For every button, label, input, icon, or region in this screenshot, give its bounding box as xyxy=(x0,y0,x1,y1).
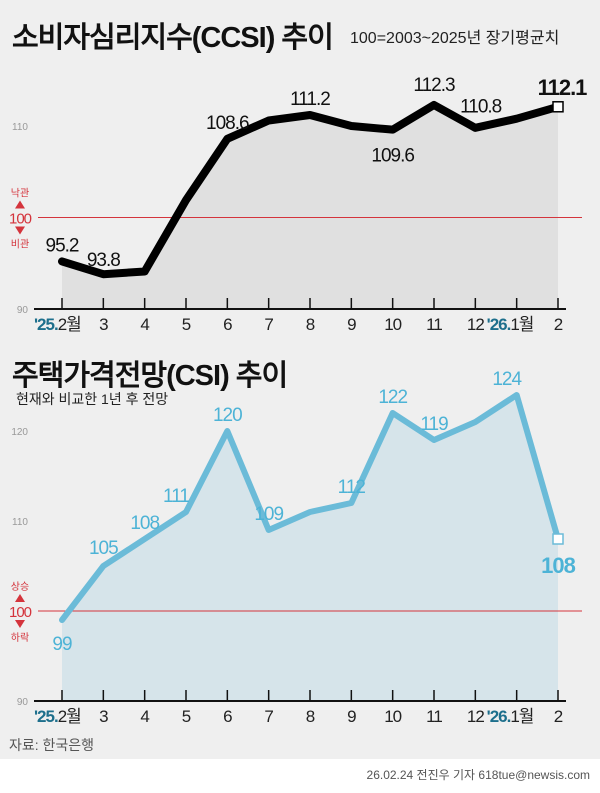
y-tick-label: 110 xyxy=(12,122,28,133)
chart2-subtitle: 현재와 비교한 1년 후 전망 xyxy=(16,391,169,407)
x-tick-label: 6 xyxy=(223,315,232,334)
x-tick-label: '25.2월 xyxy=(34,707,81,726)
year-marker: '25. xyxy=(34,707,58,726)
data-label: 110.8 xyxy=(460,97,502,118)
x-tick-label: 2 xyxy=(554,707,563,726)
y-tick-label: 90 xyxy=(17,697,29,708)
reference-above-label: 상승 xyxy=(11,581,29,593)
chart1-title: 소비자심리지수(CCSI) 추이 xyxy=(12,22,334,54)
x-tick-label: '26.1월 xyxy=(487,707,534,726)
x-tick-label: 9 xyxy=(347,707,356,726)
x-tick-label: 7 xyxy=(264,315,273,334)
month-label: 2월 xyxy=(58,707,81,726)
triangle-down-icon xyxy=(15,620,25,628)
x-tick-label: 3 xyxy=(99,707,108,726)
data-label: 105 xyxy=(89,538,118,559)
x-tick-label: 4 xyxy=(140,315,149,334)
x-tick-label: 12 xyxy=(467,707,484,726)
data-label: 124 xyxy=(492,369,522,390)
data-label: 109 xyxy=(254,504,283,525)
data-label: 109.6 xyxy=(371,146,414,167)
source-note: 자료: 한국은행 xyxy=(9,737,95,753)
credit-line: 26.02.24 전진우 기자 618tue@newsis.com xyxy=(366,768,590,782)
x-tick-label: 9 xyxy=(347,315,356,334)
data-label: 122 xyxy=(378,387,407,408)
data-label: 108.6 xyxy=(206,113,249,134)
triangle-up-icon xyxy=(15,200,25,209)
reference-below-label: 비관 xyxy=(11,239,29,251)
x-tick-label: 3 xyxy=(99,315,108,334)
data-label: 111.2 xyxy=(290,89,330,110)
chart1-line xyxy=(58,100,562,279)
month-label: 1월 xyxy=(510,707,533,726)
x-tick-label: '26.1월 xyxy=(487,315,534,334)
data-label: 111 xyxy=(163,486,189,507)
month-label: 1월 xyxy=(510,315,533,334)
reference-above-label: 낙관 xyxy=(11,188,29,200)
reference-below-label: 하락 xyxy=(11,631,29,644)
data-label: 93.8 xyxy=(87,250,120,271)
x-tick-label: 5 xyxy=(182,315,191,334)
x-tick-label: 6 xyxy=(223,707,232,726)
data-label: 95.2 xyxy=(46,235,79,256)
x-tick-label: 11 xyxy=(426,707,442,726)
triangle-up-icon xyxy=(15,594,25,602)
last-point-marker xyxy=(552,533,564,545)
last-point-marker xyxy=(552,101,564,113)
y-tick-label: 120 xyxy=(11,427,28,438)
chart2-title: 주택가격전망(CSI) 추이 xyxy=(12,360,288,392)
x-tick-label: 8 xyxy=(306,315,315,334)
x-tick-label: 11 xyxy=(426,315,442,334)
reference-value: 100 xyxy=(9,211,32,228)
data-label: 108 xyxy=(541,553,575,578)
chart1-subtitle: 100=2003~2025년 장기평균치 xyxy=(350,30,560,47)
x-tick-label: 12 xyxy=(467,315,484,334)
x-tick-label: 4 xyxy=(140,707,149,726)
year-marker: '26. xyxy=(487,707,511,726)
x-tick-label: '25.2월 xyxy=(34,315,81,334)
data-label: 112.1 xyxy=(538,75,588,100)
data-label: 112 xyxy=(338,477,366,498)
chart1-area-fill xyxy=(62,104,558,309)
y-tick-label: 90 xyxy=(17,305,29,316)
data-label: 119 xyxy=(420,414,448,435)
x-tick-label: 10 xyxy=(384,315,401,334)
year-marker: '26. xyxy=(487,315,511,334)
reference-value: 100 xyxy=(9,604,32,621)
data-label: 112.3 xyxy=(413,75,455,96)
year-marker: '25. xyxy=(34,315,58,334)
chart2-line xyxy=(59,392,561,623)
x-tick-label: 10 xyxy=(384,707,401,726)
month-label: 2월 xyxy=(58,315,81,334)
y-tick-label: 110 xyxy=(12,517,28,528)
x-tick-label: 8 xyxy=(306,707,315,726)
x-tick-label: 7 xyxy=(264,707,273,726)
data-label: 108 xyxy=(130,513,159,534)
x-tick-label: 2 xyxy=(554,315,563,334)
triangle-down-icon xyxy=(15,226,25,235)
data-label: 99 xyxy=(52,634,72,655)
x-tick-label: 5 xyxy=(182,707,191,726)
data-label: 120 xyxy=(213,405,242,426)
chart2-area-fill xyxy=(62,395,558,701)
